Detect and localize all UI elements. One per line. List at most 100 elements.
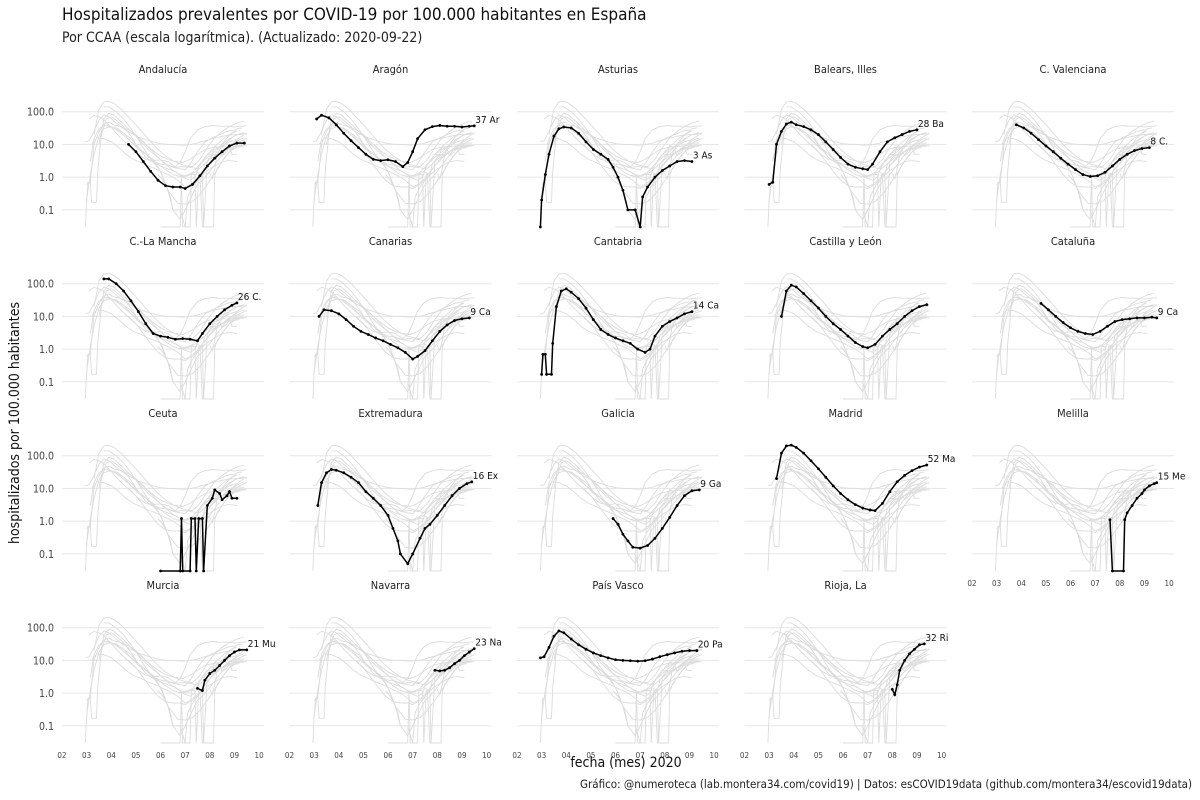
series-point xyxy=(1123,518,1127,522)
background-series-line xyxy=(996,116,1148,203)
series-point xyxy=(235,141,239,145)
y-tick-label: 1.0 xyxy=(39,516,54,528)
series-point xyxy=(802,125,806,129)
series-point xyxy=(660,324,664,328)
background-series-line xyxy=(540,458,697,490)
series-end-label: 37 Ar xyxy=(475,115,499,126)
background-series-line xyxy=(88,630,247,684)
background-series-line xyxy=(436,299,470,353)
series-point xyxy=(599,328,603,331)
series-point xyxy=(543,352,547,356)
facet-panel: 9 Ga Galicia xyxy=(517,407,721,572)
y-tick-label: 0.1 xyxy=(39,721,54,733)
series-point xyxy=(1140,147,1144,150)
series-point xyxy=(831,322,835,326)
series-point xyxy=(173,337,177,341)
series-point xyxy=(193,517,197,520)
facet-panel: 14 Ca Cantabria xyxy=(517,235,719,400)
series-point xyxy=(325,471,328,475)
background-series-line xyxy=(772,641,927,737)
series-point xyxy=(349,139,353,143)
y-tick-label: 10.0 xyxy=(33,139,54,151)
background-series-line xyxy=(312,114,470,146)
series-point xyxy=(675,160,679,163)
series-point xyxy=(1066,162,1070,166)
background-series-line xyxy=(1117,132,1158,156)
background-series-line xyxy=(615,317,692,400)
background-series-line xyxy=(321,272,472,340)
series-point xyxy=(1076,329,1080,333)
series-point xyxy=(614,336,617,340)
background-series-line xyxy=(312,630,470,662)
series-point xyxy=(1155,481,1159,485)
series-point xyxy=(334,123,338,127)
series-point xyxy=(621,659,625,662)
background-series-line xyxy=(209,471,242,525)
series-point xyxy=(411,357,415,361)
background-series-line xyxy=(771,630,930,684)
series-point xyxy=(903,315,907,318)
series-point xyxy=(396,539,400,543)
facet-panel: 15 Me Melilla 02 03 04 05 06 07 08 09 10 xyxy=(967,407,1185,588)
series-point xyxy=(890,688,894,691)
series-point xyxy=(1014,123,1018,127)
background-series-line xyxy=(995,458,1152,490)
series-point xyxy=(683,159,686,163)
series-point xyxy=(1051,150,1055,154)
series-point xyxy=(697,488,701,492)
series-point xyxy=(228,144,231,148)
series-point xyxy=(423,128,427,132)
series-end-label: 9 Ca xyxy=(470,307,490,318)
series-point xyxy=(320,113,323,117)
series-point xyxy=(881,501,884,505)
series-point xyxy=(472,124,476,128)
background-series-line xyxy=(93,616,245,684)
series-end-label: 8 C. xyxy=(1150,137,1168,148)
series-point xyxy=(316,504,320,507)
series-point xyxy=(591,318,595,322)
background-series-line xyxy=(843,145,920,228)
series-point xyxy=(1150,315,1154,319)
series-point xyxy=(780,130,783,133)
series-point xyxy=(114,282,118,286)
series-point xyxy=(245,648,249,652)
series-point xyxy=(868,508,872,512)
series-point xyxy=(789,283,793,287)
series-point xyxy=(569,126,573,130)
facet-title: C.-La Mancha xyxy=(130,235,197,248)
series-point xyxy=(215,315,219,318)
series-point xyxy=(1039,302,1043,305)
series-point xyxy=(809,459,813,463)
series-point xyxy=(228,490,231,494)
x-tick-label: 09 xyxy=(685,751,695,760)
series-point xyxy=(220,150,224,154)
background-series-line xyxy=(88,114,247,168)
series-point xyxy=(636,659,640,663)
background-series-line xyxy=(318,481,470,532)
series-point xyxy=(584,647,588,651)
series-point xyxy=(235,496,239,500)
series-point xyxy=(626,539,630,543)
background-series-line xyxy=(889,476,930,500)
series-point xyxy=(438,669,442,673)
series-point xyxy=(606,157,610,161)
series-point xyxy=(428,522,432,526)
series-point xyxy=(329,468,333,471)
series-point xyxy=(680,649,684,653)
x-tick-label: 08 xyxy=(660,751,670,760)
background-series-line xyxy=(1119,127,1152,181)
series-point xyxy=(562,125,566,129)
x-tick-label: 04 xyxy=(334,751,344,760)
series-point xyxy=(908,130,911,133)
background-series-line xyxy=(1070,317,1147,400)
background-series-line xyxy=(768,632,920,719)
series-end-label: 15 Me xyxy=(1158,472,1186,483)
background-series-line xyxy=(773,309,925,360)
series-line xyxy=(317,468,473,566)
series-point xyxy=(225,494,229,498)
series-point xyxy=(1140,492,1144,495)
background-series-line xyxy=(768,288,920,375)
series-point xyxy=(465,482,469,486)
series-point xyxy=(616,522,620,526)
